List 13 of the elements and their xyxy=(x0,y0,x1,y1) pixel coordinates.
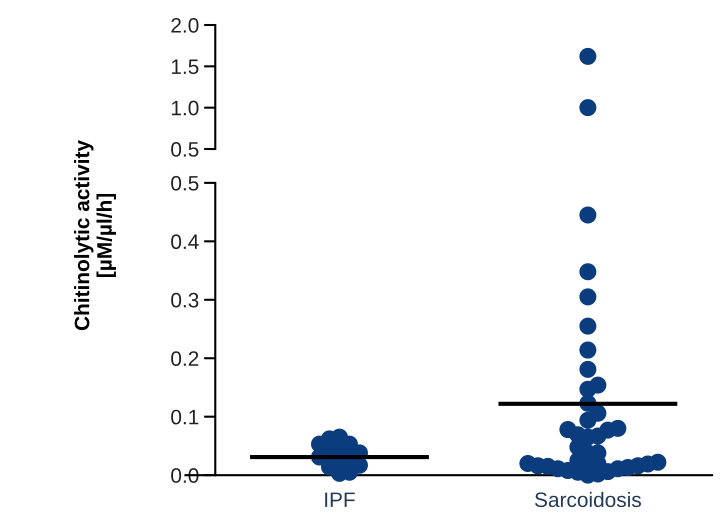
y-tick-label: 0.3 xyxy=(171,292,198,308)
y-tick-label: 0.2 xyxy=(171,351,198,366)
y-tick-label: 2.0 xyxy=(171,18,198,33)
y-tick-label: 0.5 xyxy=(171,142,198,157)
x-tick-label: IPF xyxy=(325,492,355,507)
y-tick-label: 0.1 xyxy=(171,410,198,424)
y-tick-label: 0.4 xyxy=(171,234,199,250)
y-tick-label: 1.5 xyxy=(172,60,198,74)
x-tick-label: Sarcoidosis xyxy=(534,492,641,508)
y-axis-title: Chitinolytic activity [µM/µl/h] xyxy=(74,140,116,330)
y-tick-label: 1.0 xyxy=(172,100,198,116)
y-tick-label: 0.0 xyxy=(171,468,198,483)
y-tick-label: 0.5 xyxy=(171,176,198,191)
